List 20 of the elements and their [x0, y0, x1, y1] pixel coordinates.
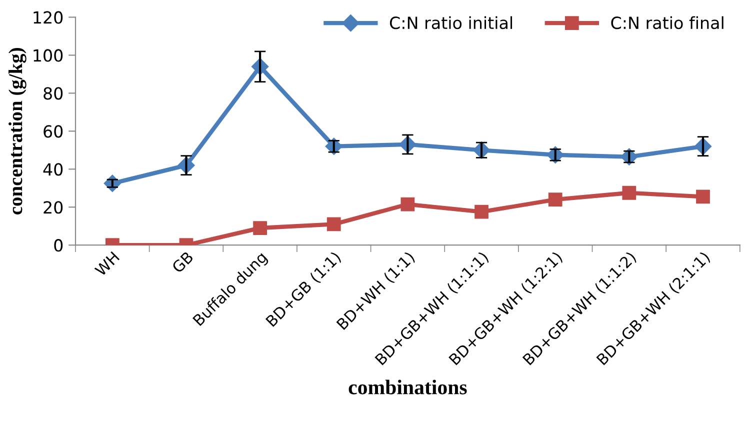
legend-label: C:N ratio final: [611, 16, 724, 30]
y-tick-label: 120: [34, 11, 63, 24]
y-tick-label: 80: [44, 87, 63, 100]
point: [622, 186, 636, 200]
point: [548, 192, 562, 206]
point: [474, 204, 488, 219]
point: [696, 190, 710, 204]
y-tick-label: 40: [43, 163, 63, 176]
y-axis-title: concentration (g/kg): [8, 48, 26, 214]
x-tick-label: GB: [171, 250, 194, 274]
x-tick-label: WH: [94, 251, 120, 277]
y-tick-label: 20: [44, 201, 63, 214]
y-tick-label: 60: [44, 125, 63, 138]
point: [326, 217, 341, 232]
x-axis-title: combinations: [348, 380, 467, 394]
point: [253, 221, 267, 235]
legend-label: C:N ratio initial: [390, 16, 512, 30]
y-tick-label: 0: [54, 239, 63, 252]
point: [400, 197, 415, 212]
y-tick-label: 100: [34, 49, 63, 62]
